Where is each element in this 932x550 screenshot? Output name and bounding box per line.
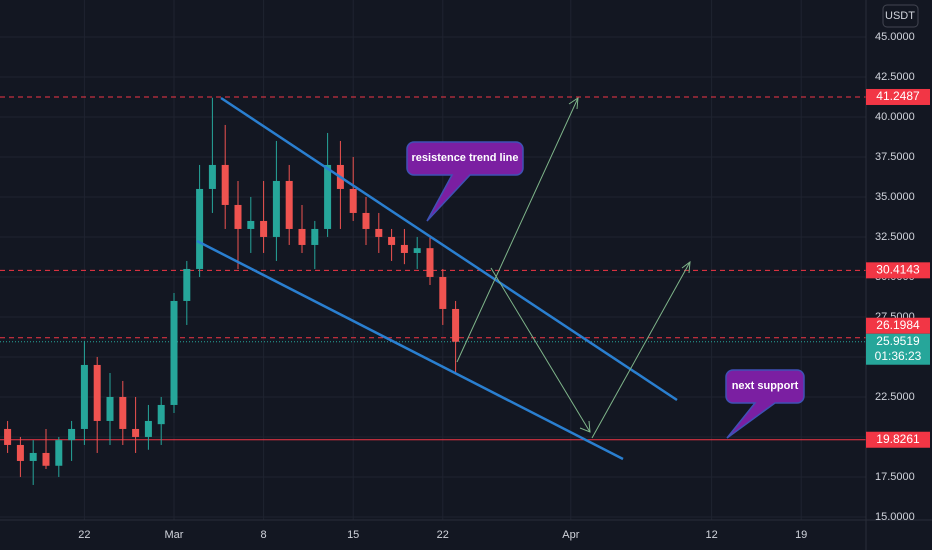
price-badge-label: 19.8261 [876,432,920,446]
y-tick-label: 35.0000 [875,191,915,203]
candle-body [157,404,165,425]
candle-body [208,164,216,189]
candle-body [298,228,306,245]
x-tick-label: 22 [437,529,449,541]
y-tick-label: 17.5000 [875,471,915,483]
callout-text: resistence trend line [412,152,519,164]
candle-body [55,440,63,466]
y-tick-label: 45.0000 [875,31,915,43]
candle-body [132,428,140,437]
candle-body [260,220,268,237]
x-tick-label: Apr [562,529,579,541]
candle-body [285,180,293,229]
y-tick-label: 37.5000 [875,151,915,163]
candle-body [234,204,242,229]
projection-arrows [456,97,691,439]
x-tick-label: 8 [261,529,267,541]
time-axis [0,520,932,550]
candle-body [349,188,357,213]
candle-body [106,396,114,421]
candle-body [413,248,421,253]
price-badge-label: 30.4143 [876,263,920,277]
x-tick-label: 15 [347,529,359,541]
callout-text: next support [732,380,799,392]
price-badge-label: 41.2487 [876,89,920,103]
candles [4,97,460,485]
candle-body [29,452,37,461]
price-badge [866,88,930,105]
x-tick-label: 12 [705,529,717,541]
drawings: resistence trend line next support [196,96,805,461]
candle-body [375,228,383,237]
price-badge [866,262,930,279]
callout-support: next support [725,369,805,439]
price-badge [866,431,930,448]
candle-body [452,308,460,342]
y-tick-label: 22.5000 [875,391,915,403]
x-tick-label: 19 [795,529,807,541]
candle-body [42,452,50,466]
candle-body [311,228,319,245]
candle-body [439,276,447,309]
candle-body [426,248,434,277]
y-tick-label: 32.5000 [875,231,915,243]
y-tick-label: 40.0000 [875,111,915,123]
candle-body [119,396,127,429]
price-badges: 41.2487 30.4143 26.1984 19.8261 25.951901:36… [866,88,930,448]
lower-trendline [196,239,624,461]
price-badge [866,317,930,334]
candle-body [4,428,12,445]
last-price-label: 25.9519 [876,334,920,348]
candle-body [221,164,229,205]
candle-body [362,212,370,229]
x-tick-label: 22 [78,529,90,541]
candle-body [16,444,24,461]
upper-trendline [220,96,678,402]
candle-body [68,428,76,441]
last-price-badge [866,333,930,365]
candle-body [247,220,255,229]
currency[interactable]: USDT [885,10,915,22]
currency-box[interactable] [882,4,919,28]
candle-body [196,188,204,269]
countdown: 01:36:23 [875,349,922,363]
candle-body [272,180,280,237]
x-tick-label: Mar [165,529,184,541]
callout-resistance: resistence trend line [406,141,524,222]
price-badge-label: 26.1984 [876,318,920,332]
y-tick-label: 42.5000 [875,71,915,83]
candle-body [80,364,88,429]
candle-body [324,164,332,229]
candle-body [170,300,178,405]
y-tick-label: 15.0000 [875,511,915,523]
candle-body [93,364,101,421]
candle-body [144,420,152,437]
candle-body [183,268,191,301]
levels [0,96,866,441]
candle-body [400,244,408,253]
candle-body [388,236,396,245]
